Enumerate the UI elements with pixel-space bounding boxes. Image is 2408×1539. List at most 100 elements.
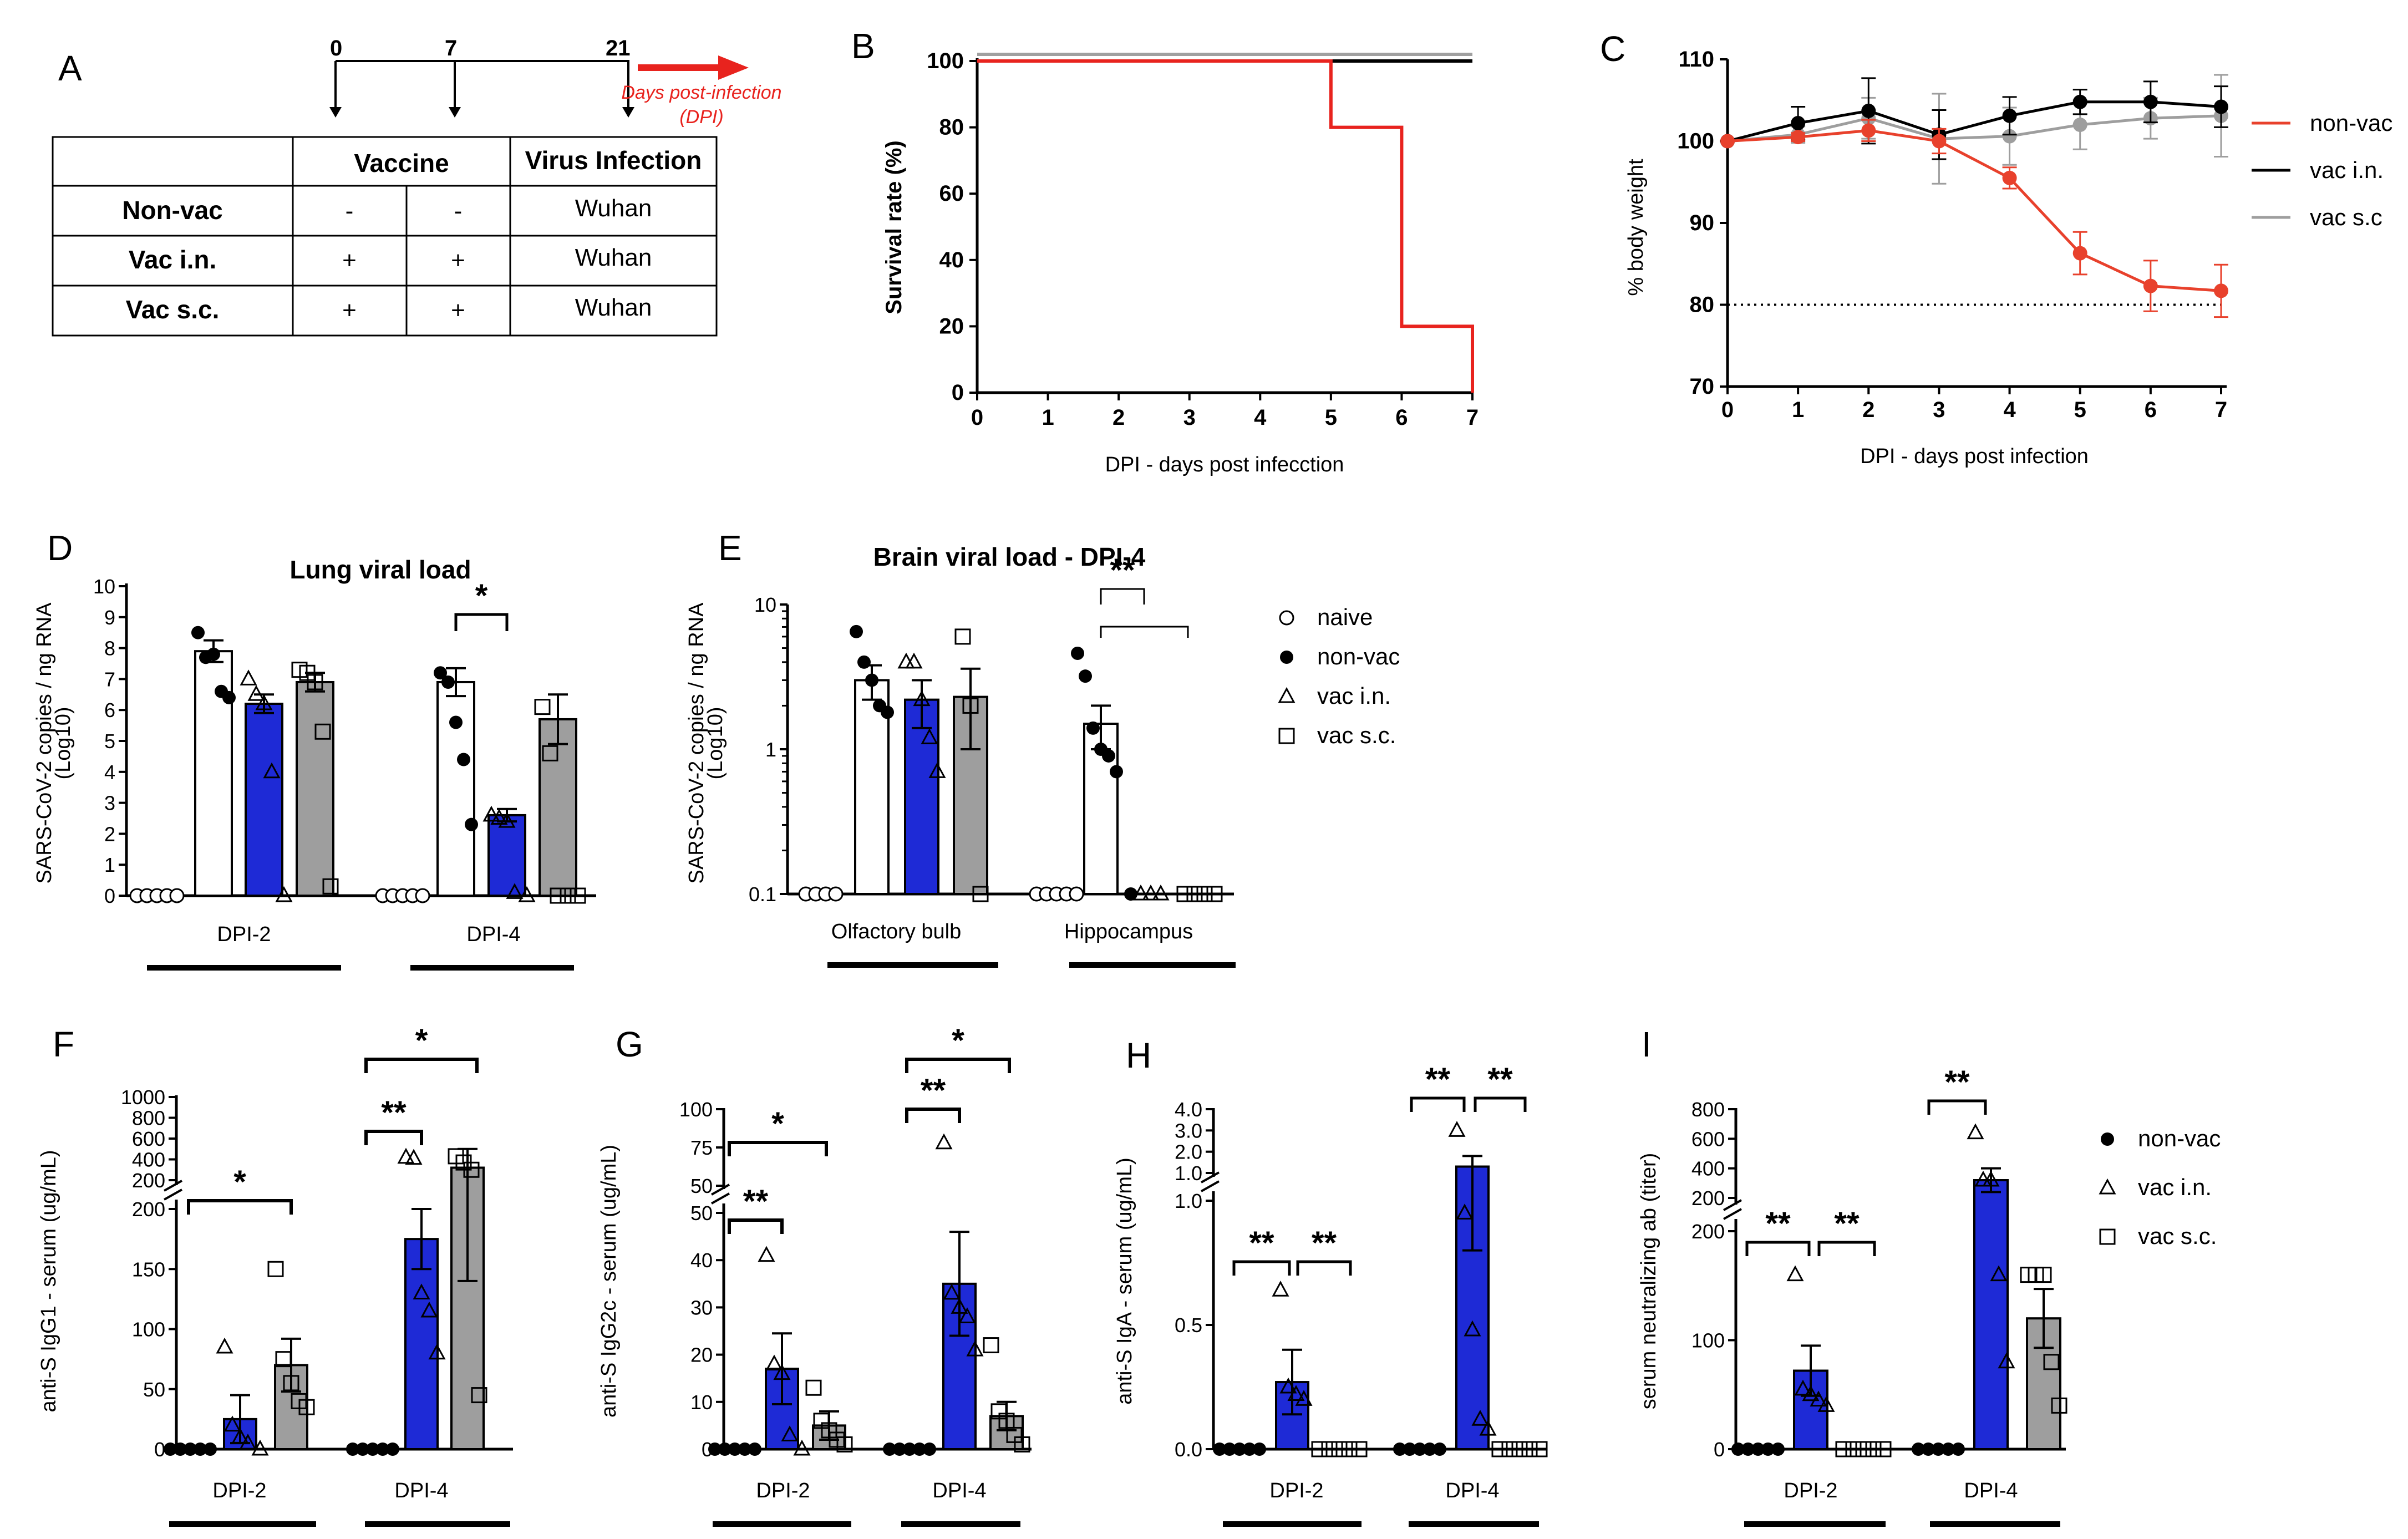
data-point [1531, 1441, 1548, 1457]
y-tick-label: 2.0 [1175, 1141, 1202, 1164]
data-point [534, 699, 551, 715]
weight-point-nonvac [1932, 134, 1947, 149]
y-tick-label: 200 [1691, 1220, 1725, 1243]
group-label: DPI-2 [1269, 1479, 1323, 1502]
data-point [1942, 1443, 1955, 1456]
x-tick-label: 0 [1721, 398, 1734, 422]
significance-bracket-label: * [475, 578, 488, 614]
y-tick-label: 70 [1690, 374, 1715, 399]
data-point [570, 887, 586, 904]
data-point [1456, 1203, 1474, 1220]
y-tick-label: 400 [132, 1149, 165, 1171]
significance-bracket-label: * [233, 1164, 246, 1200]
axis-break [1723, 1199, 1742, 1211]
weight-point-vacin [2002, 108, 2017, 123]
y-axis-label: SARS-CoV-2 copies / ng RNA [685, 602, 708, 884]
significance-bracket-label: ** [1249, 1225, 1274, 1261]
data-point [560, 887, 576, 904]
y-tick-label: 150 [132, 1258, 165, 1281]
data-point [314, 723, 331, 740]
y-tick-label: 50 [690, 1202, 713, 1225]
data-point [263, 762, 281, 779]
group-label: DPI-2 [756, 1479, 810, 1502]
data-point [1341, 1441, 1358, 1457]
legend-marker [1279, 610, 1294, 626]
table-cell-dose2: + [451, 247, 465, 274]
timeline-day-7: 7 [445, 36, 457, 60]
weight-point-nonvac [2214, 283, 2228, 298]
table-rows: Non-vac - - Wuhan Vac i.n. + + Wuhan Vac s.c. + + W… [122, 195, 652, 324]
weight-point-vacin [2072, 94, 2087, 109]
data-point [1932, 1443, 1945, 1456]
table-header-virus: Virus Infection [525, 146, 702, 175]
data-point [1279, 1377, 1297, 1394]
data-point [1448, 1121, 1466, 1137]
table-row-name: Vac s.c. [126, 295, 220, 324]
survival-line-nonvac [977, 59, 1474, 393]
y-tick-label: 90 [1690, 211, 1715, 235]
data-point [251, 1439, 269, 1456]
panel-letter-c: C [1600, 29, 1625, 69]
significance-bracket [1474, 1096, 1527, 1112]
y-tick-label: 20 [690, 1344, 713, 1367]
legend-marker [1278, 728, 1295, 744]
data-point [191, 626, 205, 639]
data-point [366, 1443, 379, 1456]
x-axis-label: DPI - days post infecction [1105, 453, 1344, 476]
bar-vacsc [2026, 1317, 2061, 1450]
weight-point-vacin [2143, 94, 2158, 109]
panel-a-timeline: 0 7 21 Days post-infection (DPI) [329, 36, 782, 128]
data-point [1393, 1443, 1406, 1456]
data-point [240, 669, 257, 685]
legend-label: vac s.c. [2138, 1223, 2217, 1249]
axis-break [1201, 1180, 1220, 1192]
group-label: DPI-2 [212, 1479, 266, 1502]
axis-break [711, 1184, 730, 1196]
data-point [1998, 1352, 2015, 1369]
data-point [913, 1443, 926, 1456]
table-cell-dose1: - [346, 197, 354, 225]
y-tick-label: 100 [132, 1318, 165, 1341]
data-point [1253, 1443, 1266, 1456]
data-point [928, 762, 946, 778]
data-point [781, 1425, 799, 1441]
data-point [1413, 1443, 1426, 1456]
y-tick-label: 200 [132, 1198, 165, 1221]
data-point [1855, 1441, 1872, 1457]
table-row-name: Vac i.n. [129, 245, 217, 274]
y-axis-label: serum neutralizing ab (titer) [1637, 1153, 1660, 1410]
y-axis-label: anti-S IgG2c - serum (ug/mL) [597, 1145, 621, 1418]
y-tick-label: 0 [154, 1438, 165, 1461]
x-tick-label: 1 [1042, 405, 1054, 430]
data-point [506, 883, 524, 899]
y-tick-label: 1.0 [1175, 1162, 1202, 1185]
data-point [1351, 1441, 1368, 1457]
data-point [1321, 1441, 1338, 1457]
data-point [1491, 1441, 1508, 1457]
y-tick-label: 7 [104, 668, 115, 690]
y-tick-label: 1 [104, 854, 115, 876]
table-cell-dose1: + [342, 297, 357, 324]
data-point [231, 1428, 249, 1444]
data-point [1213, 1443, 1226, 1456]
x-tick-label: 2 [1112, 405, 1125, 430]
y-tick-label: 10 [754, 593, 776, 616]
significance-bracket [1296, 1260, 1352, 1276]
y-tick-label: 0.0 [1175, 1438, 1202, 1461]
data-point [465, 817, 478, 831]
data-point [1110, 765, 1123, 779]
y-tick-label: 80 [939, 115, 964, 140]
data-point [216, 1337, 233, 1354]
data-point [1761, 1443, 1775, 1456]
bar-vacin [404, 1238, 439, 1450]
y-tick-label: 30 [690, 1296, 713, 1319]
data-point [1817, 1396, 1835, 1412]
group-label: DPI-2 [1784, 1479, 1837, 1502]
data-point [1124, 887, 1137, 901]
panel-letter-g: G [616, 1024, 643, 1064]
x-tick-label: 6 [2145, 398, 2157, 422]
data-point [1794, 1379, 1812, 1396]
data-point [405, 1149, 423, 1165]
data-point [518, 886, 536, 902]
y-axis-label: SARS-CoV-2 copies / ng RNA [33, 602, 56, 884]
